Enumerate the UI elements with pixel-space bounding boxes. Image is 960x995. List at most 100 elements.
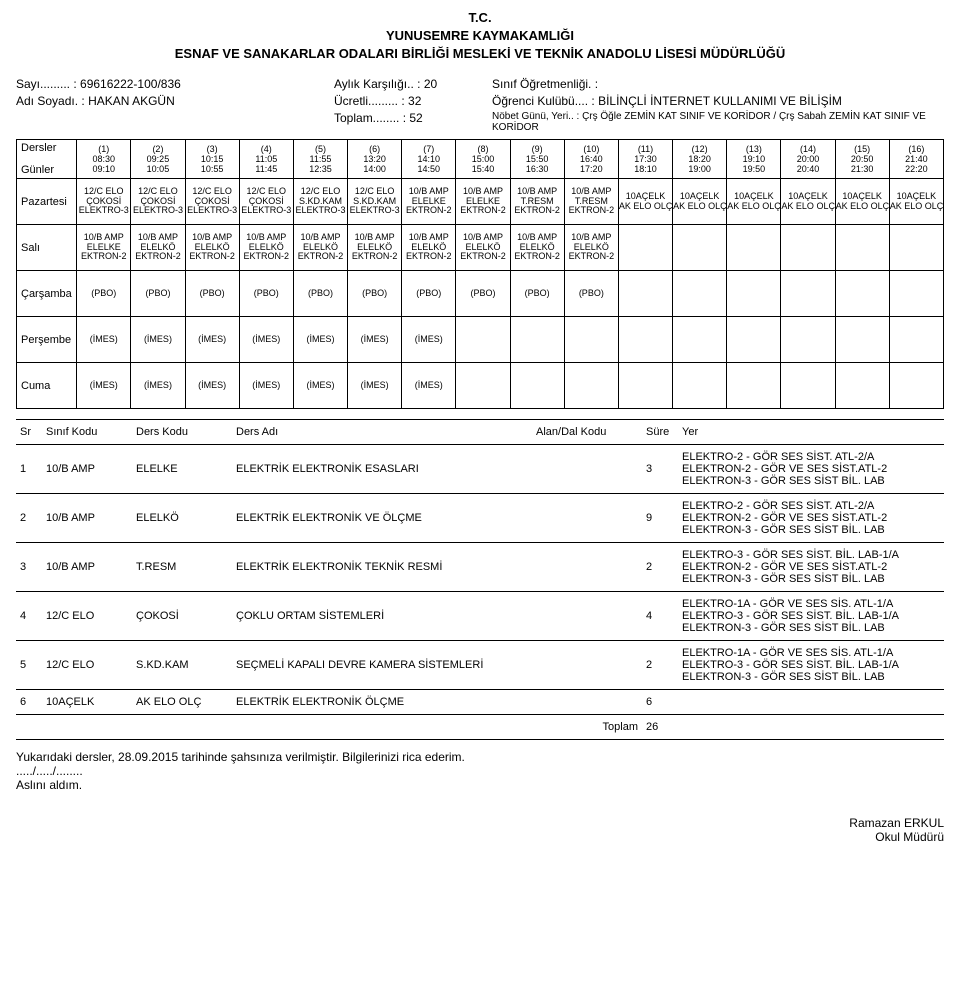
doc-header: T.C. YUNUSEMRE KAYMAKAMLIĞI ESNAF VE SAN… <box>16 10 944 61</box>
schedule-cell: (İMES) <box>348 317 402 363</box>
course-alan <box>532 494 642 543</box>
schedule-cell <box>781 363 835 409</box>
toplam-value: 52 <box>409 111 422 125</box>
schedule-cell: (İMES) <box>239 363 293 409</box>
course-yer: ELEKTRO-3 - GÖR SES SİST. BİL. LAB-1/A E… <box>678 543 944 592</box>
adi-label: Adı Soyadı. : <box>16 94 85 108</box>
adi-value: HAKAN AKGÜN <box>88 94 175 108</box>
schedule-cell: 10AÇELKAK ELO OLÇ <box>781 179 835 225</box>
course-yer: ELEKTRO-1A - GÖR VE SES SİS. ATL-1/A ELE… <box>678 592 944 641</box>
schedule-cell: (PBO) <box>185 271 239 317</box>
schedule-cell <box>456 317 510 363</box>
schedule-cell: 12/C ELOÇOKOSİELEKTRO-3 <box>239 179 293 225</box>
course-sure: 4 <box>642 592 678 641</box>
course-yer: ELEKTRO-2 - GÖR SES SİST. ATL-2/A ELEKTR… <box>678 445 944 494</box>
period-header: (6)13:2014:00 <box>348 140 402 179</box>
course-sr: 5 <box>16 641 42 690</box>
schedule-cell: 10/B AMPT.RESMEKTRON-2 <box>564 179 618 225</box>
course-sr: 2 <box>16 494 42 543</box>
schedule-cell <box>673 225 727 271</box>
schedule-cell <box>781 225 835 271</box>
schedule-cell: 10/B AMPELELKÖEKTRON-2 <box>293 225 347 271</box>
schedule-cell: (İMES) <box>239 317 293 363</box>
schedule-row: Perşembe(İMES)(İMES)(İMES)(İMES)(İMES)(İ… <box>17 317 944 363</box>
sayi-label: Sayı......... : <box>16 77 77 91</box>
hdr-ders: Ders Kodu <box>132 420 232 445</box>
total-value: 26 <box>642 715 678 740</box>
schedule-cell: (PBO) <box>293 271 347 317</box>
course-sr: 6 <box>16 690 42 715</box>
footer-line2: ...../...../........ <box>16 764 944 778</box>
period-header: (9)15:5016:30 <box>510 140 564 179</box>
schedule-cell: 10/B AMPELELKEEKTRON-2 <box>402 179 456 225</box>
schedule-cell: (PBO) <box>402 271 456 317</box>
schedule-cell <box>889 363 943 409</box>
schedule-cell <box>510 317 564 363</box>
schedule-cell: (İMES) <box>185 363 239 409</box>
period-header: (7)14:1014:50 <box>402 140 456 179</box>
course-adi: ELEKTRİK ELEKTRONİK TEKNİK RESMİ <box>232 543 532 592</box>
course-adi: ELEKTRİK ELEKTRONİK VE ÖLÇME <box>232 494 532 543</box>
schedule-cell: (İMES) <box>293 363 347 409</box>
course-sinif: 10/B AMP <box>42 445 132 494</box>
period-header: (3)10:1510:55 <box>185 140 239 179</box>
schedule-cell <box>835 271 889 317</box>
schedule-cell <box>618 317 672 363</box>
schedule-cell: 10AÇELKAK ELO OLÇ <box>835 179 889 225</box>
course-sinif: 12/C ELO <box>42 592 132 641</box>
period-header: (8)15:0015:40 <box>456 140 510 179</box>
schedule-cell <box>510 363 564 409</box>
schedule-cell: (İMES) <box>77 317 131 363</box>
schedule-cell: (PBO) <box>348 271 402 317</box>
schedule-cell: 10/B AMPT.RESMEKTRON-2 <box>510 179 564 225</box>
kulup-value: BİLİNÇLİ İNTERNET KULLANIMI VE BİLİŞİM <box>598 94 842 108</box>
schedule-cell <box>781 271 835 317</box>
period-header: (13)19:1019:50 <box>727 140 781 179</box>
schedule-cell: 10AÇELKAK ELO OLÇ <box>727 179 781 225</box>
schedule-cell: 10/B AMPELELKÖEKTRON-2 <box>239 225 293 271</box>
schedule-cell <box>727 225 781 271</box>
course-ders: ELELKE <box>132 445 232 494</box>
course-adi: SEÇMELİ KAPALI DEVRE KAMERA SİSTEMLERİ <box>232 641 532 690</box>
course-ders: AK ELO OLÇ <box>132 690 232 715</box>
course-row: 210/B AMPELELKÖELEKTRİK ELEKTRONİK VE ÖL… <box>16 494 944 543</box>
schedule-cell <box>564 317 618 363</box>
schedule-cell <box>889 317 943 363</box>
course-sinif: 10/B AMP <box>42 494 132 543</box>
day-name: Perşembe <box>17 317 77 363</box>
aylik-value: 20 <box>424 77 437 91</box>
schedule-cell: 12/C ELOS.KD.KAMELEKTRO-3 <box>348 179 402 225</box>
header-line1: YUNUSEMRE KAYMAKAMLIĞI <box>16 28 944 43</box>
course-row: 610AÇELKAK ELO OLÇELEKTRİK ELEKTRONİK ÖL… <box>16 690 944 715</box>
schedule-cell: 10/B AMPELELKÖEKTRON-2 <box>348 225 402 271</box>
schedule-cell <box>727 317 781 363</box>
schedule-cell: (PBO) <box>77 271 131 317</box>
signature-block: Ramazan ERKUL Okul Müdürü <box>16 816 944 844</box>
course-yer: ELEKTRO-2 - GÖR SES SİST. ATL-2/A ELEKTR… <box>678 494 944 543</box>
schedule-cell: 10/B AMPELELKEEKTRON-2 <box>77 225 131 271</box>
schedule-cell: 10AÇELKAK ELO OLÇ <box>673 179 727 225</box>
course-sinif: 12/C ELO <box>42 641 132 690</box>
schedule-cell: 10AÇELKAK ELO OLÇ <box>618 179 672 225</box>
hdr-sr: Sr <box>16 420 42 445</box>
aylik-label: Aylık Karşılığı.. : <box>334 77 420 91</box>
schedule-table: Dersler Günler (1)08:3009:10(2)09:2510:0… <box>16 139 944 409</box>
schedule-cell: 12/C ELOÇOKOSİELEKTRO-3 <box>131 179 185 225</box>
course-alan <box>532 641 642 690</box>
schedule-cell: (PBO) <box>131 271 185 317</box>
schedule-cell <box>673 363 727 409</box>
schedule-cell <box>727 271 781 317</box>
course-yer <box>678 690 944 715</box>
course-row: 412/C ELOÇOKOSİÇOKLU ORTAM SİSTEMLERİ4EL… <box>16 592 944 641</box>
hdr-adi: Ders Adı <box>232 420 532 445</box>
schedule-cell: 10/B AMPELELKÖEKTRON-2 <box>510 225 564 271</box>
ucretli-label: Ücretli......... : <box>334 94 405 108</box>
schedule-cell: (PBO) <box>564 271 618 317</box>
period-header: (1)08:3009:10 <box>77 140 131 179</box>
schedule-cell <box>618 363 672 409</box>
sinif-label: Sınıf Öğretmenliği. : <box>492 77 598 91</box>
period-header: (12)18:2019:00 <box>673 140 727 179</box>
hdr-alan: Alan/Dal Kodu <box>532 420 642 445</box>
schedule-cell <box>456 363 510 409</box>
course-adi: ELEKTRİK ELEKTRONİK ÖLÇME <box>232 690 532 715</box>
